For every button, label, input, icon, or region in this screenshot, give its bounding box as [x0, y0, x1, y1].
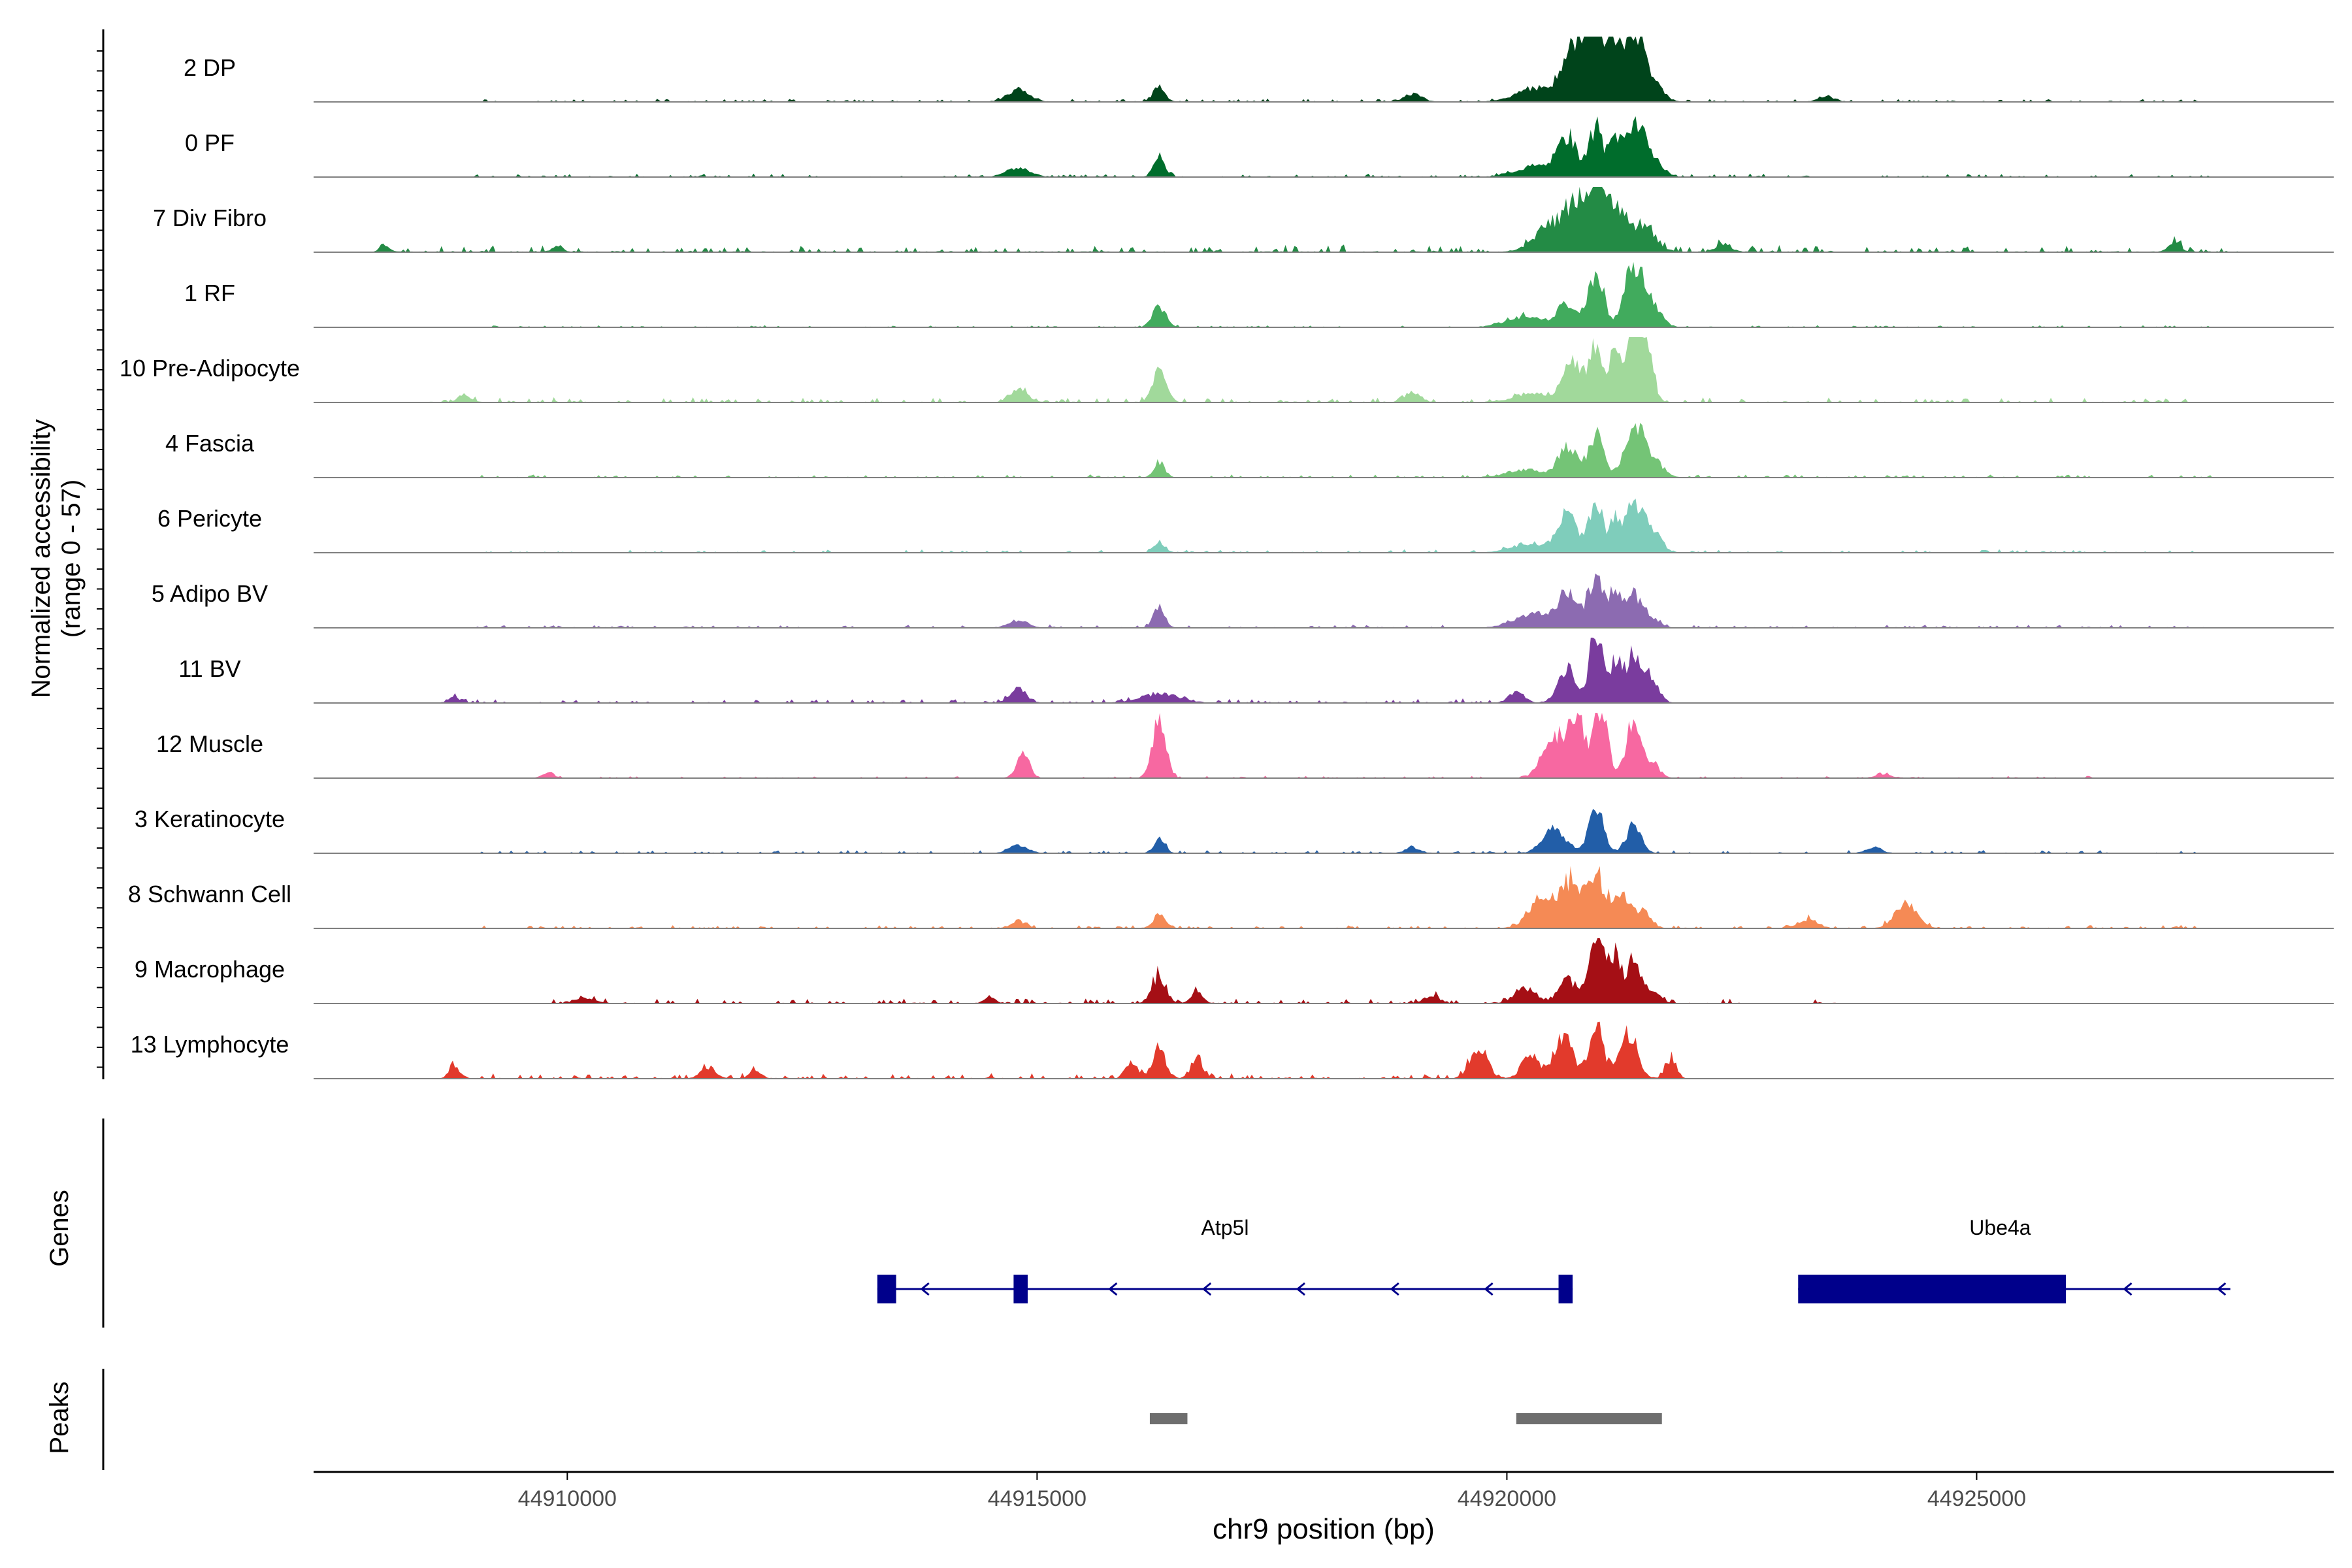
y-axis-ticks — [97, 50, 103, 1068]
gene-ube4a: Ube4a — [1798, 1216, 2230, 1303]
track-label: 13 Lymphocyte — [131, 1031, 289, 1058]
peak-regions — [1149, 1413, 1662, 1424]
track-8: 5 Adipo BV — [152, 573, 2334, 629]
strand-arrow-icon — [1390, 1282, 1399, 1296]
gene-exon — [1013, 1275, 1028, 1303]
gene-atp5l: Atp5l — [877, 1216, 1573, 1303]
track-11: 3 Keratinocyte — [135, 806, 2334, 854]
track-10: 12 Muscle — [156, 713, 2334, 779]
coverage-area — [314, 116, 2334, 177]
x-tick-label: 44910000 — [518, 1486, 617, 1511]
track-3: 7 Div Fibro — [153, 187, 2334, 253]
x-tick-label: 44925000 — [1927, 1486, 2026, 1511]
strand-arrow-icon — [2123, 1282, 2132, 1296]
strand-arrow-icon — [1108, 1282, 1118, 1296]
track-label: 1 RF — [184, 280, 235, 306]
x-axis-label: chr9 position (bp) — [1213, 1513, 1435, 1545]
strand-arrow-icon — [920, 1282, 930, 1296]
strand-arrow-icon — [1296, 1282, 1305, 1296]
track-label: 7 Div Fibro — [153, 204, 267, 231]
track-label: 12 Muscle — [156, 730, 263, 757]
track-1: 2 DP — [184, 37, 2334, 103]
track-label: 11 BV — [178, 655, 240, 682]
gene-label: Ube4a — [1969, 1216, 2031, 1239]
track-label: 10 Pre-Adipocyte — [120, 355, 300, 382]
track-12: 8 Schwann Cell — [128, 866, 2334, 929]
coverage-area — [314, 262, 2334, 327]
strand-arrow-icon — [1484, 1282, 1494, 1296]
x-tick-label: 44915000 — [988, 1486, 1086, 1511]
track-13: 9 Macrophage — [135, 938, 2334, 1004]
x-tick-label: 44920000 — [1458, 1486, 1556, 1511]
track-label: 6 Pericyte — [157, 505, 262, 532]
x-axis: 44910000 44915000 44920000 44925000 chr9 po… — [314, 1471, 2334, 1545]
coverage-area — [314, 423, 2334, 478]
gene-models: Atp5l Ube4a — [877, 1216, 2230, 1303]
y-axis-label-range: (range 0 - 57) — [57, 480, 86, 638]
peaks-panel: Peaks — [45, 1369, 1662, 1470]
track-2: 0 PF — [185, 116, 2334, 178]
coverage-area — [314, 37, 2334, 102]
coverage-area — [314, 638, 2334, 703]
track-5: 10 Pre-Adipocyte — [120, 337, 2334, 403]
track-4: 1 RF — [184, 262, 2334, 328]
track-label: 9 Macrophage — [135, 956, 285, 983]
coverage-area — [314, 498, 2334, 553]
track-14: 13 Lymphocyte — [131, 1021, 2334, 1079]
track-6: 4 Fascia — [165, 423, 2334, 478]
gene-label: Atp5l — [1201, 1216, 1249, 1239]
coverage-area — [314, 713, 2334, 778]
coverage-tracks: 2 DP 0 PF 7 Div Fibro 1 RF 10 Pre-Adipocyte 4… — [120, 37, 2334, 1079]
track-label: 5 Adipo BV — [152, 580, 268, 607]
genes-panel: Genes Atp5l Ube4a — [45, 1119, 2230, 1328]
coverage-area — [314, 573, 2334, 628]
strand-arrow-icon — [2217, 1282, 2227, 1296]
genes-label: Genes — [45, 1190, 74, 1267]
coverage-area — [314, 809, 2334, 853]
peaks-label: Peaks — [45, 1381, 74, 1454]
y-axis-label: Normalized accessibility — [27, 419, 56, 698]
gene-exon — [877, 1275, 896, 1303]
coverage-area — [314, 187, 2334, 252]
coverage-area — [314, 337, 2334, 402]
peak-region — [1516, 1413, 1662, 1424]
gene-exon — [1798, 1275, 2066, 1303]
track-label: 8 Schwann Cell — [128, 881, 291, 907]
track-label: 2 DP — [184, 54, 236, 81]
track-label: 0 PF — [185, 129, 235, 156]
coverage-area — [314, 1021, 2334, 1079]
track-label: 4 Fascia — [165, 430, 255, 457]
coverage-area — [314, 866, 2334, 928]
track-label: 3 Keratinocyte — [135, 806, 285, 832]
track-9: 11 BV — [178, 638, 2334, 704]
strand-arrow-icon — [1201, 1282, 1212, 1296]
gene-exon — [1558, 1275, 1573, 1303]
track-7: 6 Pericyte — [157, 498, 2334, 553]
coverage-area — [314, 938, 2334, 1004]
peak-region — [1149, 1413, 1188, 1424]
